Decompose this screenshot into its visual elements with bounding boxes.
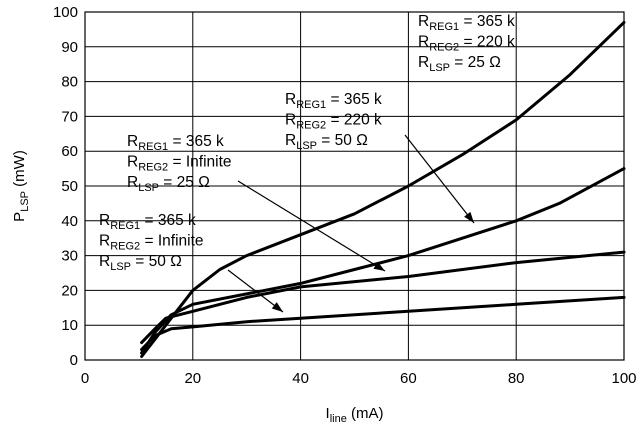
x-tick-label: 80 — [508, 370, 525, 387]
axis-labels: Iline (mA) PLSP (mW) — [11, 150, 383, 425]
y-tick-label: 60 — [61, 143, 78, 160]
annotation-line: RREG2 = 220 k — [418, 34, 515, 54]
annotation-line: RLSP = 25 Ω — [418, 54, 501, 74]
annotation-arrow — [237, 180, 386, 272]
annotation-line: RREG2 = Infinite — [127, 154, 232, 174]
x-tick-labels: 0 20 40 60 80 100 — [81, 370, 637, 387]
y-tick-label: 20 — [61, 282, 78, 299]
y-tick-labels: 0 10 20 30 40 50 60 70 80 90 100 — [53, 4, 78, 369]
y-tick-label: 50 — [61, 178, 78, 195]
annotation-line: RLSP = 50 Ω — [285, 132, 368, 152]
x-axis-label: Iline (mA) — [326, 405, 384, 425]
y-tick-label: 70 — [61, 108, 78, 125]
x-tick-label: 20 — [184, 370, 201, 387]
annotation-line: RREG2 = 220 k — [285, 112, 382, 132]
y-tick-label: 0 — [70, 352, 78, 369]
series-line-3 — [140, 250, 626, 345]
annotation-line: RLSP = 50 Ω — [99, 253, 182, 273]
arrowhead — [464, 211, 474, 223]
x-tick-label: 0 — [81, 370, 89, 387]
annotation-line: RREG1 = 365 k — [285, 91, 382, 111]
y-tick-label: 80 — [61, 74, 78, 91]
x-tick-label: 60 — [400, 370, 417, 387]
series-line-4 — [140, 295, 626, 352]
y-axis-label: PLSP (mW) — [11, 150, 31, 222]
annotation-line: RREG1 = 365 k — [99, 212, 196, 232]
y-tick-label: 10 — [61, 317, 78, 334]
annotation-line: RREG2 = Infinite — [99, 233, 204, 253]
arrowhead — [373, 261, 385, 271]
annotation-line: RREG1 = 365 k — [127, 133, 224, 153]
annotation-line: RREG1 = 365 k — [418, 13, 515, 33]
y-tick-label: 40 — [61, 213, 78, 230]
x-tick-label: 100 — [611, 370, 636, 387]
annotation-arrow — [404, 134, 475, 224]
grid — [84, 11, 625, 361]
plot-frame — [84, 11, 625, 361]
arrowhead — [271, 302, 283, 312]
annotation-arrow — [227, 269, 284, 313]
annotation-line: RLSP = 25 Ω — [127, 174, 210, 194]
y-tick-label: 90 — [61, 39, 78, 56]
series-lines — [140, 20, 626, 358]
y-tick-label: 100 — [53, 4, 78, 21]
y-tick-label: 30 — [61, 248, 78, 265]
x-tick-label: 40 — [292, 370, 309, 387]
